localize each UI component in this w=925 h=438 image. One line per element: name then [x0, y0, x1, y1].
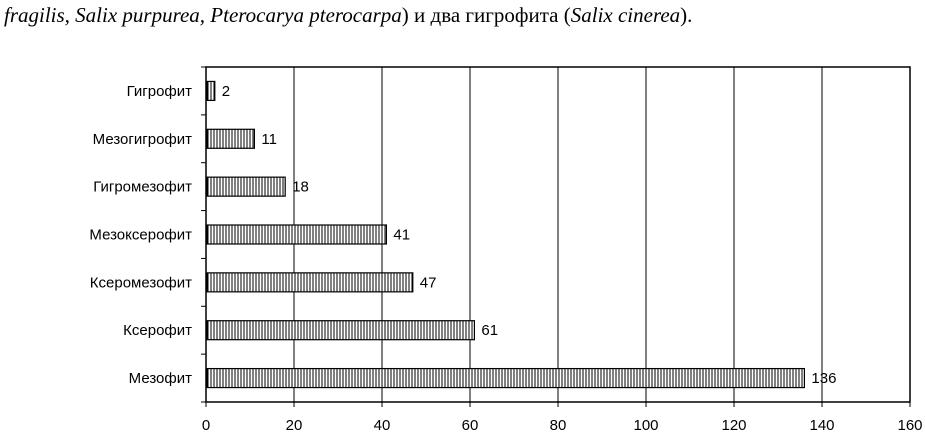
- category-labels: Гигрофит Мезогигрофит Гигромезофит Мезоксер…: [89, 83, 192, 387]
- caption-end: ).: [680, 3, 693, 27]
- bar: [206, 80, 216, 102]
- x-tick-label: 140: [809, 417, 834, 434]
- data-label: 47: [420, 274, 437, 291]
- data-label: 41: [393, 227, 410, 244]
- data-label: 11: [261, 131, 277, 148]
- bar: [206, 320, 475, 341]
- x-tick-label: 80: [550, 417, 567, 434]
- x-tick-label: 0: [202, 417, 210, 434]
- category-label: Ксерофит: [123, 322, 192, 339]
- data-label: 61: [481, 322, 498, 339]
- bar: [206, 176, 286, 197]
- x-tick-label: 100: [633, 417, 658, 434]
- bars: [206, 80, 806, 389]
- x-axis-ticks: 0 20 40 60 80 100 120 140 160: [201, 66, 923, 434]
- x-tick-label: 120: [721, 417, 746, 434]
- data-label: 2: [222, 83, 230, 100]
- bar: [206, 367, 806, 389]
- category-label: Гигрофит: [127, 83, 193, 100]
- x-tick-label: 60: [462, 417, 479, 434]
- category-label: Мезофит: [129, 370, 192, 387]
- caption-line: fragilis, Salix purpurea, Pterocarya pte…: [4, 2, 924, 32]
- caption-text: ) и два гигрофита (: [401, 3, 571, 27]
- data-label: 136: [811, 370, 836, 387]
- bar: [206, 128, 256, 149]
- data-labels: 2 11 18 41 47 61 136: [222, 83, 837, 387]
- x-tick-label: 20: [286, 417, 303, 434]
- caption-species-italic-2: Salix cinerea: [570, 3, 681, 27]
- bar: [206, 224, 387, 245]
- x-tick-label: 160: [897, 417, 922, 434]
- x-tick-label: 40: [374, 417, 391, 434]
- category-label: Ксеромезофит: [90, 274, 192, 291]
- category-label: Гигромезофит: [93, 179, 192, 196]
- bar: [206, 272, 414, 293]
- caption-species-italic: fragilis, Salix purpurea, Pterocarya pte…: [4, 3, 402, 27]
- data-label: 18: [292, 179, 309, 196]
- category-label: Мезоксерофит: [89, 227, 192, 244]
- category-label: Мезогигрофит: [93, 131, 192, 148]
